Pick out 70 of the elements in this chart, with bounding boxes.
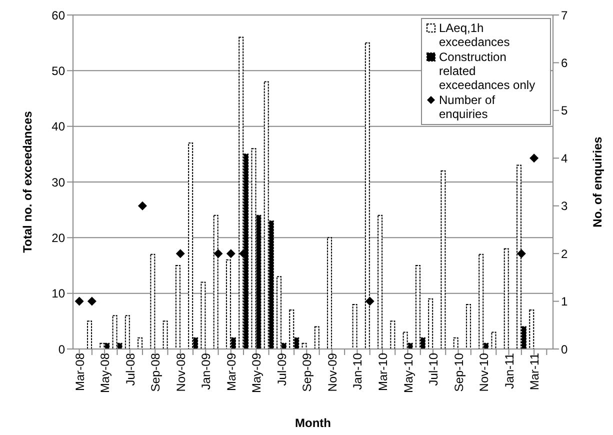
x-tick-label: Jan-09 — [199, 352, 214, 390]
bar — [314, 326, 320, 349]
x-tick-label: Jan-11 — [502, 352, 516, 389]
bar — [124, 315, 130, 349]
bar — [87, 320, 92, 349]
x-tick-label: Jul-09 — [274, 352, 289, 386]
bar — [390, 320, 396, 349]
bar — [327, 237, 332, 349]
y-tick-label: 10 — [52, 286, 66, 301]
point — [74, 296, 84, 306]
y2-tick-label: 0 — [561, 342, 568, 356]
bar — [200, 282, 206, 349]
x-tick-label: Jul-10 — [426, 352, 441, 386]
point — [516, 249, 526, 258]
x-tick-label: Mar-08 — [72, 352, 87, 392]
y-tick-label: 20 — [52, 230, 66, 245]
x-tick-label: Jan-10 — [350, 352, 365, 390]
bar — [440, 170, 446, 349]
bar — [138, 337, 143, 349]
bar — [352, 304, 358, 349]
point — [226, 249, 236, 258]
legend-label: LAeq,1h exceedances — [439, 21, 511, 49]
x-tick-label: Mar-09 — [224, 352, 238, 392]
legend-label: Number of enquiries — [439, 93, 496, 121]
y2-tick-label: 4 — [561, 151, 568, 166]
y-tick-label: 60 — [52, 8, 66, 22]
point — [214, 249, 223, 258]
bar — [491, 332, 496, 349]
y2-tick-label: 7 — [561, 8, 568, 22]
x-tick-label: May-09 — [250, 352, 264, 394]
x-tick-label: May-08 — [98, 352, 112, 394]
y2-tick-label: 2 — [561, 246, 568, 261]
bar — [213, 214, 218, 349]
y-tick-label: 50 — [52, 64, 66, 78]
x-tick-label: Nov-09 — [325, 352, 340, 392]
x-tick-label: Sep-08 — [148, 352, 163, 392]
x-tick-label: Mar-11 — [528, 352, 542, 390]
point — [530, 154, 539, 163]
bar — [466, 304, 471, 349]
bar — [504, 248, 509, 349]
y-axis-title: Total no. of exceedances — [20, 110, 34, 253]
x-tick-label: Sep-09 — [300, 352, 314, 392]
x-tick-label: Nov-10 — [477, 352, 492, 392]
bar — [529, 310, 534, 349]
point — [138, 201, 147, 210]
y2-axis-title: No. of enquiries — [590, 136, 604, 228]
x-tick-label: May-10 — [401, 352, 416, 394]
x-tick-label: Sep-10 — [452, 352, 466, 392]
legend-label: Construction related exceedances only — [439, 50, 536, 92]
bar — [302, 342, 307, 349]
x-axis-title: Month — [295, 416, 331, 430]
bar — [175, 265, 180, 349]
x-tick-label: Mar-10 — [376, 352, 390, 392]
point — [176, 249, 185, 258]
point — [365, 296, 374, 306]
y-tick-label: 40 — [52, 120, 66, 134]
point — [87, 296, 96, 306]
y2-tick-label: 6 — [561, 56, 568, 70]
y2-tick-label: 1 — [561, 294, 568, 309]
y-tick-label: 30 — [52, 175, 66, 190]
bar — [162, 320, 168, 349]
y2-tick-label: 5 — [561, 104, 568, 118]
bar — [378, 214, 383, 349]
bar — [428, 298, 434, 349]
bar — [453, 337, 458, 349]
y-tick-label: 0 — [58, 342, 66, 356]
bar — [150, 254, 156, 349]
y2-tick-label: 3 — [561, 199, 568, 214]
x-tick-label: Nov-08 — [174, 352, 188, 392]
x-tick-label: Jul-08 — [123, 352, 138, 386]
